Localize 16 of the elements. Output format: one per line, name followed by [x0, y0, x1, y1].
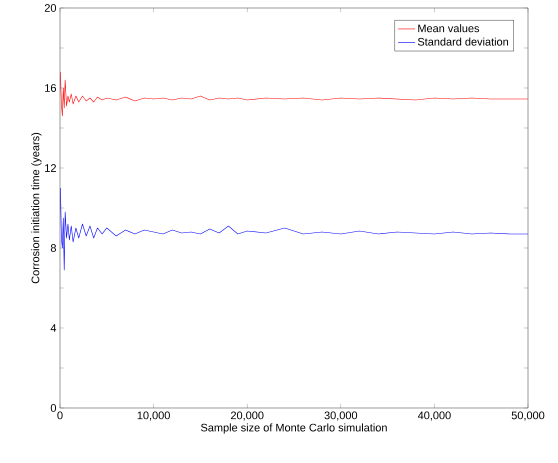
x-tick-label: 50,000 [512, 412, 544, 421]
x-tick-label: 0 [57, 412, 63, 420]
x-tick-label: 30,000 [324, 412, 358, 421]
x-axis-title: Sample size of Monte Carlo simulation [201, 423, 387, 434]
y-axis-title: Corrosion initiation time (years) [31, 132, 42, 284]
y-tick-label: 8 [50, 244, 56, 252]
x-tick-label: 10,000 [138, 412, 170, 421]
y-tick-label: 16 [45, 84, 56, 92]
legend-label: Standard deviation [418, 38, 508, 46]
y-tick-label: 20 [44, 4, 56, 12]
x-tick-label: 40,000 [418, 412, 451, 421]
y-tick-label: 4 [50, 324, 56, 332]
legend-label: Mean values [418, 24, 480, 32]
y-tick-label: 12 [45, 164, 56, 172]
y-tick-label: 0 [50, 404, 56, 412]
x-tick-label: 20,000 [230, 412, 264, 421]
